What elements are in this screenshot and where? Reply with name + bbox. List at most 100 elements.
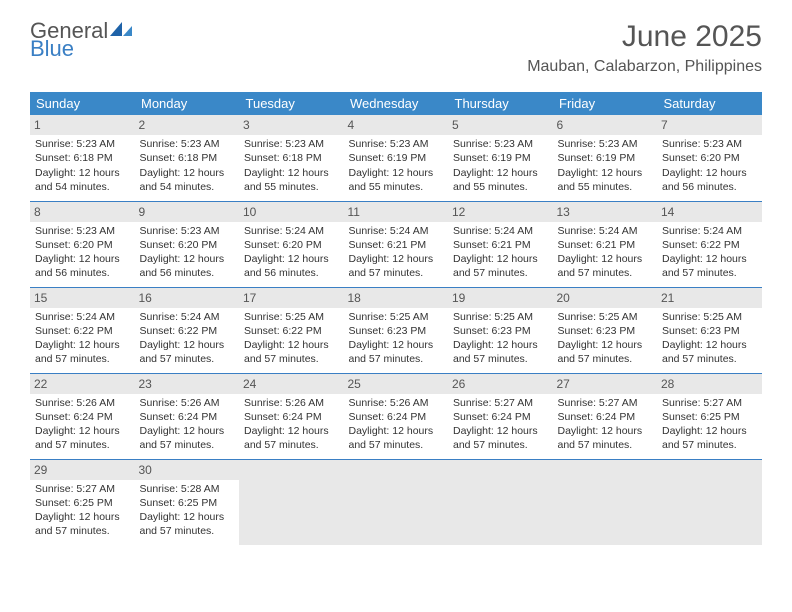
sunset-text: Sunset: 6:18 PM xyxy=(244,151,339,165)
sunset-text: Sunset: 6:21 PM xyxy=(453,238,548,252)
calendar-cell xyxy=(657,459,762,545)
day-number: 16 xyxy=(135,288,240,308)
calendar-row: 1Sunrise: 5:23 AMSunset: 6:18 PMDaylight… xyxy=(30,115,762,201)
sunrise-text: Sunrise: 5:23 AM xyxy=(558,137,653,151)
calendar-cell: 8Sunrise: 5:23 AMSunset: 6:20 PMDaylight… xyxy=(30,201,135,287)
daylight-text: Daylight: 12 hours and 57 minutes. xyxy=(349,424,444,452)
calendar-cell: 17Sunrise: 5:25 AMSunset: 6:22 PMDayligh… xyxy=(239,287,344,373)
sunset-text: Sunset: 6:20 PM xyxy=(35,238,130,252)
sunset-text: Sunset: 6:24 PM xyxy=(349,410,444,424)
calendar-cell: 7Sunrise: 5:23 AMSunset: 6:20 PMDaylight… xyxy=(657,115,762,201)
calendar-cell xyxy=(239,459,344,545)
daylight-text: Daylight: 12 hours and 55 minutes. xyxy=(244,166,339,194)
sunrise-text: Sunrise: 5:26 AM xyxy=(35,396,130,410)
calendar-cell: 1Sunrise: 5:23 AMSunset: 6:18 PMDaylight… xyxy=(30,115,135,201)
sunset-text: Sunset: 6:18 PM xyxy=(35,151,130,165)
sunrise-text: Sunrise: 5:23 AM xyxy=(453,137,548,151)
calendar-cell: 3Sunrise: 5:23 AMSunset: 6:18 PMDaylight… xyxy=(239,115,344,201)
sunset-text: Sunset: 6:22 PM xyxy=(244,324,339,338)
calendar-cell: 23Sunrise: 5:26 AMSunset: 6:24 PMDayligh… xyxy=(135,373,240,459)
calendar-table: Sunday Monday Tuesday Wednesday Thursday… xyxy=(30,92,762,545)
sunset-text: Sunset: 6:20 PM xyxy=(662,151,757,165)
calendar-cell: 11Sunrise: 5:24 AMSunset: 6:21 PMDayligh… xyxy=(344,201,449,287)
weekday-header: Saturday xyxy=(657,92,762,115)
sunrise-text: Sunrise: 5:24 AM xyxy=(453,224,548,238)
calendar-cell: 21Sunrise: 5:25 AMSunset: 6:23 PMDayligh… xyxy=(657,287,762,373)
calendar-row: 22Sunrise: 5:26 AMSunset: 6:24 PMDayligh… xyxy=(30,373,762,459)
day-number: 9 xyxy=(135,202,240,222)
sunrise-text: Sunrise: 5:25 AM xyxy=(558,310,653,324)
calendar-cell: 4Sunrise: 5:23 AMSunset: 6:19 PMDaylight… xyxy=(344,115,449,201)
sunrise-text: Sunrise: 5:23 AM xyxy=(140,137,235,151)
sunrise-text: Sunrise: 5:26 AM xyxy=(140,396,235,410)
sunset-text: Sunset: 6:23 PM xyxy=(558,324,653,338)
calendar-cell: 25Sunrise: 5:26 AMSunset: 6:24 PMDayligh… xyxy=(344,373,449,459)
day-number: 19 xyxy=(448,288,553,308)
calendar-row: 8Sunrise: 5:23 AMSunset: 6:20 PMDaylight… xyxy=(30,201,762,287)
day-number: 23 xyxy=(135,374,240,394)
sunrise-text: Sunrise: 5:24 AM xyxy=(558,224,653,238)
sunset-text: Sunset: 6:23 PM xyxy=(453,324,548,338)
sunrise-text: Sunrise: 5:25 AM xyxy=(244,310,339,324)
day-number: 2 xyxy=(135,115,240,135)
day-number: 18 xyxy=(344,288,449,308)
daylight-text: Daylight: 12 hours and 57 minutes. xyxy=(349,338,444,366)
day-number: 22 xyxy=(30,374,135,394)
daylight-text: Daylight: 12 hours and 55 minutes. xyxy=(453,166,548,194)
sunrise-text: Sunrise: 5:23 AM xyxy=(244,137,339,151)
calendar-cell: 22Sunrise: 5:26 AMSunset: 6:24 PMDayligh… xyxy=(30,373,135,459)
daylight-text: Daylight: 12 hours and 56 minutes. xyxy=(662,166,757,194)
weekday-header: Wednesday xyxy=(344,92,449,115)
daylight-text: Daylight: 12 hours and 57 minutes. xyxy=(662,252,757,280)
daylight-text: Daylight: 12 hours and 57 minutes. xyxy=(453,338,548,366)
day-number: 7 xyxy=(657,115,762,135)
sunset-text: Sunset: 6:24 PM xyxy=(453,410,548,424)
sunrise-text: Sunrise: 5:27 AM xyxy=(35,482,130,496)
sunset-text: Sunset: 6:24 PM xyxy=(244,410,339,424)
logo-sail-icon xyxy=(108,20,134,38)
daylight-text: Daylight: 12 hours and 54 minutes. xyxy=(140,166,235,194)
calendar-cell: 24Sunrise: 5:26 AMSunset: 6:24 PMDayligh… xyxy=(239,373,344,459)
daylight-text: Daylight: 12 hours and 57 minutes. xyxy=(349,252,444,280)
month-title: June 2025 xyxy=(527,20,762,54)
calendar-cell: 2Sunrise: 5:23 AMSunset: 6:18 PMDaylight… xyxy=(135,115,240,201)
sunset-text: Sunset: 6:21 PM xyxy=(349,238,444,252)
day-number: 29 xyxy=(30,460,135,480)
day-number: 4 xyxy=(344,115,449,135)
calendar-cell: 20Sunrise: 5:25 AMSunset: 6:23 PMDayligh… xyxy=(553,287,658,373)
day-number: 25 xyxy=(344,374,449,394)
sunrise-text: Sunrise: 5:27 AM xyxy=(453,396,548,410)
day-number: 27 xyxy=(553,374,658,394)
day-number: 8 xyxy=(30,202,135,222)
sunrise-text: Sunrise: 5:23 AM xyxy=(349,137,444,151)
calendar-cell: 14Sunrise: 5:24 AMSunset: 6:22 PMDayligh… xyxy=(657,201,762,287)
daylight-text: Daylight: 12 hours and 57 minutes. xyxy=(244,338,339,366)
sunrise-text: Sunrise: 5:24 AM xyxy=(35,310,130,324)
calendar-cell: 12Sunrise: 5:24 AMSunset: 6:21 PMDayligh… xyxy=(448,201,553,287)
daylight-text: Daylight: 12 hours and 57 minutes. xyxy=(662,424,757,452)
calendar-cell: 28Sunrise: 5:27 AMSunset: 6:25 PMDayligh… xyxy=(657,373,762,459)
sunset-text: Sunset: 6:23 PM xyxy=(662,324,757,338)
day-number: 13 xyxy=(553,202,658,222)
day-number: 5 xyxy=(448,115,553,135)
day-number: 10 xyxy=(239,202,344,222)
calendar-cell: 16Sunrise: 5:24 AMSunset: 6:22 PMDayligh… xyxy=(135,287,240,373)
calendar-cell: 30Sunrise: 5:28 AMSunset: 6:25 PMDayligh… xyxy=(135,459,240,545)
day-number: 6 xyxy=(553,115,658,135)
sunset-text: Sunset: 6:21 PM xyxy=(558,238,653,252)
calendar-cell: 19 Sunrise: 5:25 AMSunset: 6:23 PMDayligh… xyxy=(448,287,553,373)
calendar-cell: 13Sunrise: 5:24 AMSunset: 6:21 PMDayligh… xyxy=(553,201,658,287)
brand-logo: General Blue xyxy=(30,20,134,60)
weekday-header: Monday xyxy=(135,92,240,115)
day-number: 1 xyxy=(30,115,135,135)
daylight-text: Daylight: 12 hours and 57 minutes. xyxy=(35,338,130,366)
sunset-text: Sunset: 6:22 PM xyxy=(140,324,235,338)
calendar-cell: 27Sunrise: 5:27 AMSunset: 6:24 PMDayligh… xyxy=(553,373,658,459)
daylight-text: Daylight: 12 hours and 55 minutes. xyxy=(349,166,444,194)
sunrise-text: Sunrise: 5:27 AM xyxy=(558,396,653,410)
calendar-row: 29Sunrise: 5:27 AMSunset: 6:25 PMDayligh… xyxy=(30,459,762,545)
sunset-text: Sunset: 6:22 PM xyxy=(35,324,130,338)
sunrise-text: Sunrise: 5:25 AM xyxy=(453,310,548,324)
calendar-row: 15Sunrise: 5:24 AMSunset: 6:22 PMDayligh… xyxy=(30,287,762,373)
location-text: Mauban, Calabarzon, Philippines xyxy=(527,58,762,76)
